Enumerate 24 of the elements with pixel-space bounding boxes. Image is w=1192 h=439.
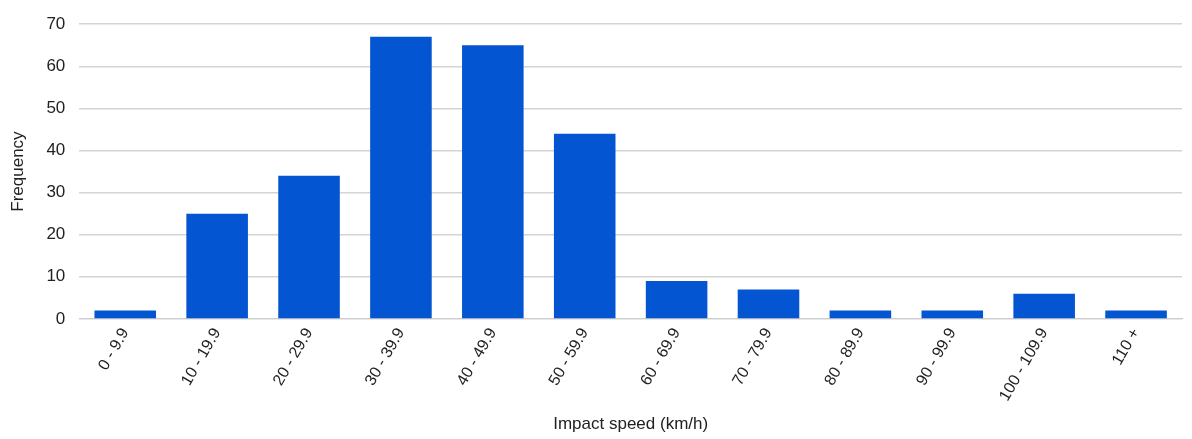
y-axis-title: Frequency: [7, 130, 27, 212]
bar: [370, 36, 432, 319]
y-tick-label: 10: [46, 266, 66, 286]
y-tick-label: 70: [46, 13, 66, 33]
bar: [921, 310, 984, 319]
y-tick-label: 40: [46, 140, 66, 160]
bar: [186, 213, 248, 319]
x-axis-title: Impact speed (km/h): [553, 414, 709, 434]
bar: [1105, 310, 1167, 319]
bar: [1013, 293, 1075, 319]
bar: [829, 310, 892, 319]
x-tick-label: 0 - 9.9: [94, 324, 132, 373]
x-tick-label: 110 +: [1108, 324, 1143, 368]
y-tick-label: 30: [46, 182, 66, 202]
y-tick-label: 50: [46, 98, 66, 118]
y-tick-label: 0: [55, 308, 66, 328]
y-tick-label: 60: [46, 55, 66, 75]
bar: [94, 310, 157, 319]
bar: [645, 281, 708, 319]
bar: [278, 175, 340, 319]
y-tick-label: 20: [46, 224, 66, 244]
bar: [737, 289, 800, 319]
bar: [553, 133, 616, 319]
bar: [462, 45, 524, 319]
